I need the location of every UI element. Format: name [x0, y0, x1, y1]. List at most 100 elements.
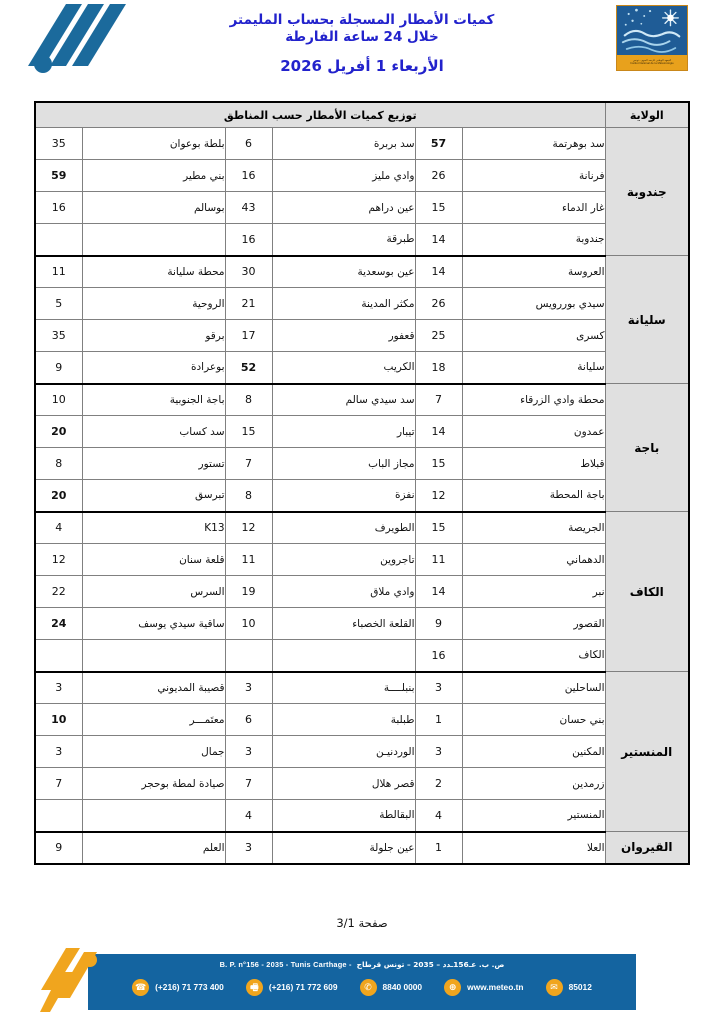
table-row: باجة محطة وادي الزرقاء 7 سد سيدي سالم 8 باجة …	[34, 383, 690, 512]
station-name-cell: الدهماني	[461, 543, 606, 576]
rainfall-table-container: الولاية توزيع كميات الأمطار حسب المناطق …	[34, 101, 690, 865]
logo-caption-ar: المعهد الوطني للرصد الجوي ـ تونس	[632, 58, 672, 62]
station-name-cell: ساقية سيدي يوسف	[81, 607, 226, 640]
station-name-cell: وادي ملاق	[271, 575, 416, 608]
station-name-cell: الطويرف	[271, 511, 416, 544]
call-icon: ✆	[359, 978, 377, 996]
station-name-cell	[81, 639, 226, 673]
rainfall-value-cell: 30	[224, 255, 273, 288]
footer-contact-item[interactable]: ✆ 8840 0000	[359, 978, 422, 996]
rainfall-value-cell: 18	[414, 351, 463, 385]
page-number: صفحة 3/1	[336, 916, 388, 930]
rainfall-value-cell: 14	[414, 415, 463, 448]
rainfall-value-cell: 15	[414, 511, 463, 544]
logo-caption: المعهد الوطني للرصد الجوي ـ تونس Institu…	[617, 55, 687, 70]
table-row: القصور 9 القلعة الخصباء 10 ساقية سيدي يوسف 24	[34, 607, 689, 640]
logo-artwork	[617, 6, 687, 70]
governorate-cell: باجة	[604, 383, 690, 512]
station-name-cell: المنستير	[461, 799, 606, 833]
footer-contacts: ☎ (+216) 71 773 400 🖷 (+216) 71 772 609 ✆ 884…	[0, 976, 724, 998]
station-name-cell: عين جلولة	[271, 831, 416, 865]
station-name-cell: الكاف	[461, 639, 606, 673]
rainfall-value-cell: 59	[34, 159, 83, 192]
station-name-cell: عين دراهم	[271, 191, 416, 224]
station-name-cell: K13	[81, 511, 226, 544]
rainfall-value-cell: 7	[414, 383, 463, 416]
governorate-cell: القيروان	[604, 831, 690, 864]
table-row: سليانة 18 الكريب 52 بوعرادة 9	[34, 351, 689, 385]
station-name-cell: سليانة	[461, 351, 606, 385]
station-name-cell: نبر	[461, 575, 606, 608]
station-name-cell: صيادة لمطة بوحجر	[81, 767, 226, 800]
table-row: كسرى 25 قعفور 17 برقو 35	[34, 319, 689, 352]
rainfall-value-cell: 16	[414, 639, 463, 673]
station-name-cell	[81, 799, 226, 833]
table-row: جندوبة 14 طبرقة 16	[34, 223, 689, 257]
station-name-cell: محطة وادي الزرقاء	[461, 383, 606, 416]
footer-contact-item[interactable]: 🖷 (+216) 71 772 609	[245, 978, 338, 996]
station-name-cell: قبلاط	[461, 447, 606, 480]
rainfall-value-cell: 43	[224, 191, 273, 224]
station-name-cell: تبرسق	[81, 479, 226, 513]
rainfall-value-cell: 20	[34, 415, 83, 448]
station-name-cell: زرمدين	[461, 767, 606, 800]
rainfall-value-cell: 3	[224, 735, 273, 768]
station-name-cell: بني حسان	[461, 703, 606, 736]
rainfall-value-cell: 14	[414, 255, 463, 288]
table-row: المكنين 3 الوردنيـن 3 جمال 3	[34, 735, 689, 768]
station-name-cell: سد بربرة	[271, 127, 416, 160]
rainfall-value-cell: 5	[34, 287, 83, 320]
report-title-line-1: كميات الأمطار المسجلة بحساب المليمتر	[229, 12, 495, 28]
table-row: المنستير 4 البقالطة 4	[34, 799, 689, 833]
governorate-cell: جندوبة	[604, 127, 690, 256]
logo-caption-fr: Institut National de la Météorologie	[630, 61, 674, 65]
footer-contact-item[interactable]: ☎ (+216) 71 773 400	[132, 978, 224, 996]
station-name-cell: بلطة بوعوان	[81, 127, 226, 160]
rainfall-value-cell: 3	[224, 671, 273, 704]
rainfall-value-cell: 8	[34, 447, 83, 480]
station-name-cell: الوردنيـن	[271, 735, 416, 768]
station-name-cell: جمال	[81, 735, 226, 768]
station-name-cell: سيدي بوررويس	[461, 287, 606, 320]
table-row: غار الدماء 15 عين دراهم 43 بوسالم 16	[34, 191, 689, 224]
rainfall-value-cell: 25	[414, 319, 463, 352]
footer-contact-item[interactable]: ⊕ www.meteo.tn	[444, 978, 524, 996]
rainfall-value-cell: 9	[414, 607, 463, 640]
station-name-cell	[271, 639, 416, 673]
station-name-cell: برقو	[81, 319, 226, 352]
table-body: جندوبة سد بوهرتمة 57 سد بربرة 6 بلطة بوعوان 35…	[34, 127, 690, 865]
governorate-cell: سليانة	[604, 255, 690, 384]
inm-institute-logo: المعهد الوطني للرصد الجوي ـ تونس Institu…	[616, 5, 688, 71]
rainfall-value-cell: 9	[34, 831, 83, 865]
rainfall-value-cell: 52	[224, 351, 273, 385]
report-title-block: كميات الأمطار المسجلة بحساب المليمتر خلا…	[0, 12, 724, 75]
fax-icon: 🖷	[245, 978, 263, 996]
rainfall-value-cell: 2	[414, 767, 463, 800]
rainfall-value-cell	[34, 639, 83, 673]
rainfall-value-cell: 3	[34, 735, 83, 768]
rainfall-value-cell: 1	[414, 703, 463, 736]
station-name-cell: عمدون	[461, 415, 606, 448]
report-title-line-2: خلال 24 ساعة الفارطة	[285, 29, 439, 45]
rainfall-value-cell: 14	[414, 575, 463, 608]
table-row: عمدون 14 تيبار 15 سد كساب 20	[34, 415, 689, 448]
station-name-cell: باجة الجنوبية	[81, 383, 226, 416]
rainfall-value-cell: 15	[224, 415, 273, 448]
rainfall-value-cell: 24	[34, 607, 83, 640]
footer-contact-item[interactable]: ✉ 85012	[545, 978, 592, 996]
rainfall-value-cell: 20	[34, 479, 83, 513]
rainfall-value-cell: 19	[224, 575, 273, 608]
table-row: سليانة العروسة 14 عين بوسعدية 30 محطة سليانة 1…	[34, 255, 690, 384]
station-name-cell: بنبلــــة	[271, 671, 416, 704]
station-name-cell: قصر هلال	[271, 767, 416, 800]
station-name-cell: العلا	[461, 831, 606, 865]
rainfall-value-cell: 11	[34, 255, 83, 288]
footer-address-ar: ص. ب. عـ156ـدد – 2035 – تونس قرطاج	[356, 959, 505, 969]
rainfall-value-cell: 3	[414, 671, 463, 704]
station-name-cell: فرنانة	[461, 159, 606, 192]
station-name-cell: غار الدماء	[461, 191, 606, 224]
station-name-cell: الروحية	[81, 287, 226, 320]
footer-contact-text: 85012	[568, 982, 592, 992]
footer-contact-text: (+216) 71 773 400	[155, 982, 224, 992]
station-name-cell: الكريب	[271, 351, 416, 385]
